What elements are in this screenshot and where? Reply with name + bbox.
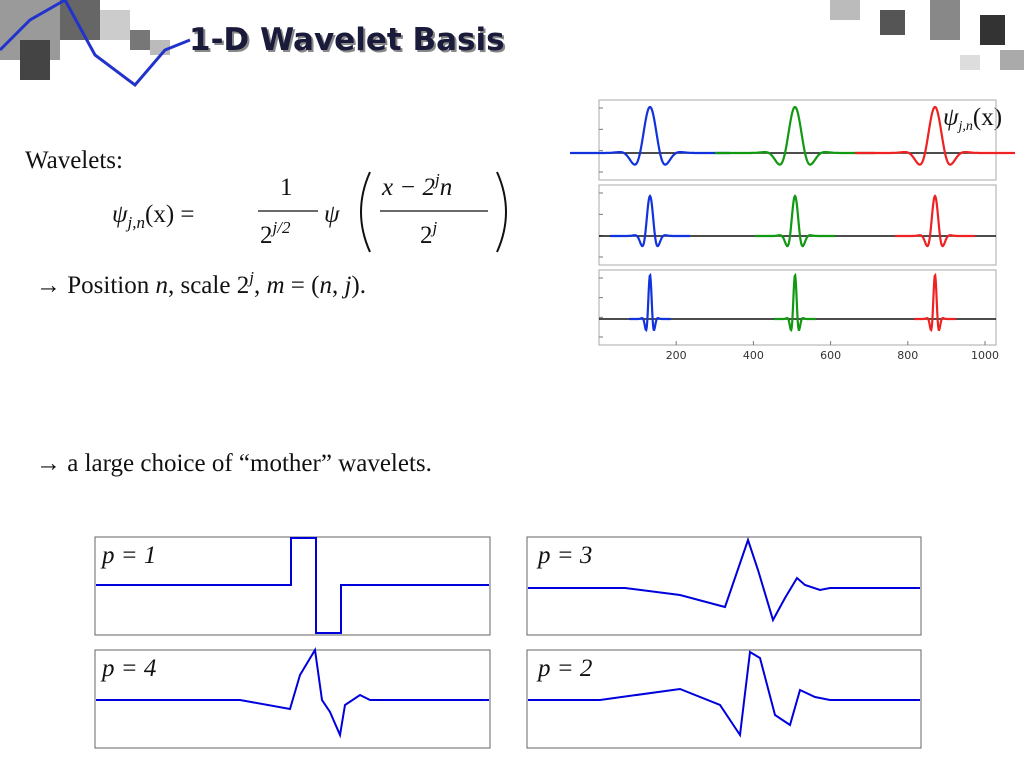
wavelet-curve [774, 272, 816, 332]
inner-num: x − 2jn [381, 170, 452, 201]
panel-frame [526, 536, 922, 636]
wavelet-curve [715, 105, 875, 166]
panel-label: p = 2 [536, 655, 592, 682]
x-tick-label: 1000 [971, 349, 999, 362]
x-tick-label: 800 [897, 349, 918, 362]
formula-lhs: ψj,n(x) = [112, 201, 195, 232]
bottom-figure [94, 536, 922, 749]
formula-num: 1 [280, 174, 293, 201]
paren [360, 171, 371, 253]
wavelet-curve [914, 272, 956, 332]
choice-line: → a large choice of “mother” wavelets. [36, 450, 432, 477]
x-tick-label: 200 [666, 349, 687, 362]
top-figure: 200 400 600 800 1000 [570, 99, 1015, 362]
x-tick-label: 400 [743, 349, 764, 362]
figure-label: ψj,n(x) [943, 104, 1002, 134]
position-line: → Position n, scale 2j, m = (n, j). [36, 268, 366, 299]
title-shadow: 1-D Wavelet Basis [191, 24, 507, 60]
panel-frame [94, 649, 491, 749]
paren [496, 171, 507, 253]
wavelet-curve [610, 194, 690, 248]
decoration [0, 0, 1024, 88]
wavelets-label: Wavelets: [25, 147, 123, 174]
wavelet-curve [528, 650, 920, 738]
wavelet-curve [855, 105, 1015, 166]
plot-frame [598, 99, 997, 181]
panel-label: p = 1 [100, 542, 156, 569]
wavelet-curve [755, 194, 835, 248]
formula-psi: ψ [324, 201, 340, 228]
panel-label: p = 4 [100, 655, 156, 682]
title: 1-D Wavelet Basis [189, 22, 505, 58]
plot-frame [598, 184, 997, 266]
x-tick-label: 600 [820, 349, 841, 362]
panel-label: p = 3 [536, 542, 592, 569]
wavelet-curve [570, 105, 730, 166]
plot-frame [598, 269, 997, 346]
formula-den: 2j/2 [260, 218, 291, 249]
inner-den: 2j [420, 218, 438, 249]
wavelet-curve [895, 194, 975, 248]
wavelet-curve [528, 536, 920, 623]
wavelet-curve [96, 647, 489, 739]
wavelet-curve [96, 537, 489, 634]
wavelet-curve [629, 272, 671, 332]
panel-frame [526, 649, 922, 749]
